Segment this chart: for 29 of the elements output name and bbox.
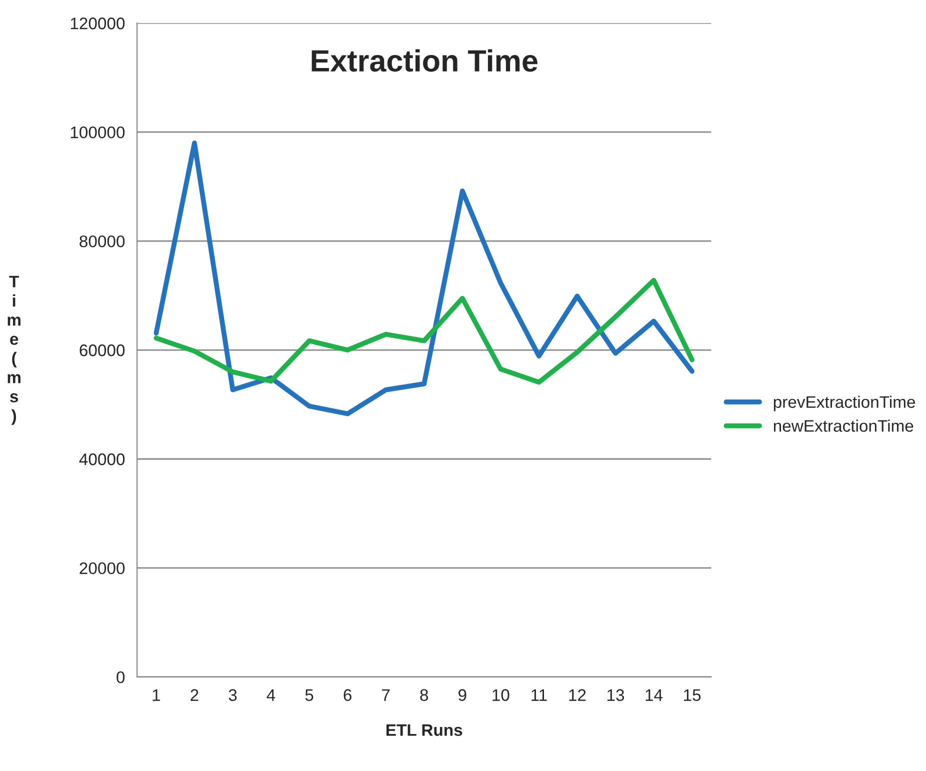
y-tick-label: 40000 xyxy=(79,453,125,466)
line-series xyxy=(154,278,694,385)
x-tick-label: 14 xyxy=(646,689,663,701)
x-tick-label: 7 xyxy=(382,689,390,701)
x-tick-label: 1 xyxy=(152,689,160,701)
x-axis-title: ETL Runs xyxy=(386,724,462,736)
x-tick-label: 12 xyxy=(569,689,586,701)
y-tick-label: 20000 xyxy=(80,562,125,574)
y-tick-label: 0 xyxy=(116,671,125,684)
x-tick-label: 10 xyxy=(492,689,510,701)
y-tick-label: 100000 xyxy=(70,126,125,138)
x-tick-label: 2 xyxy=(190,689,198,701)
y-tick-label: 120000 xyxy=(70,18,125,30)
x-tick-label: 8 xyxy=(420,689,428,701)
y-tick-label: 80000 xyxy=(80,235,125,248)
x-tick-label: 11 xyxy=(532,689,547,701)
x-tick-label: 3 xyxy=(228,689,237,701)
legend-label: prevExtractionTime xyxy=(774,396,916,412)
x-tick-label: 6 xyxy=(344,689,352,701)
y-axis-title: Time(ms) xyxy=(8,276,20,425)
legend-label: newExtractionTime xyxy=(774,420,914,432)
text: Extraction Time xyxy=(312,49,538,72)
x-tick-label: 9 xyxy=(458,689,466,701)
line-series xyxy=(154,140,694,416)
x-tick-label: 15 xyxy=(684,689,701,701)
y-tick-label: 60000 xyxy=(80,344,125,356)
x-tick-label: 13 xyxy=(607,689,624,701)
x-tick-label: 5 xyxy=(305,689,314,701)
x-tick-label: 4 xyxy=(266,689,276,701)
